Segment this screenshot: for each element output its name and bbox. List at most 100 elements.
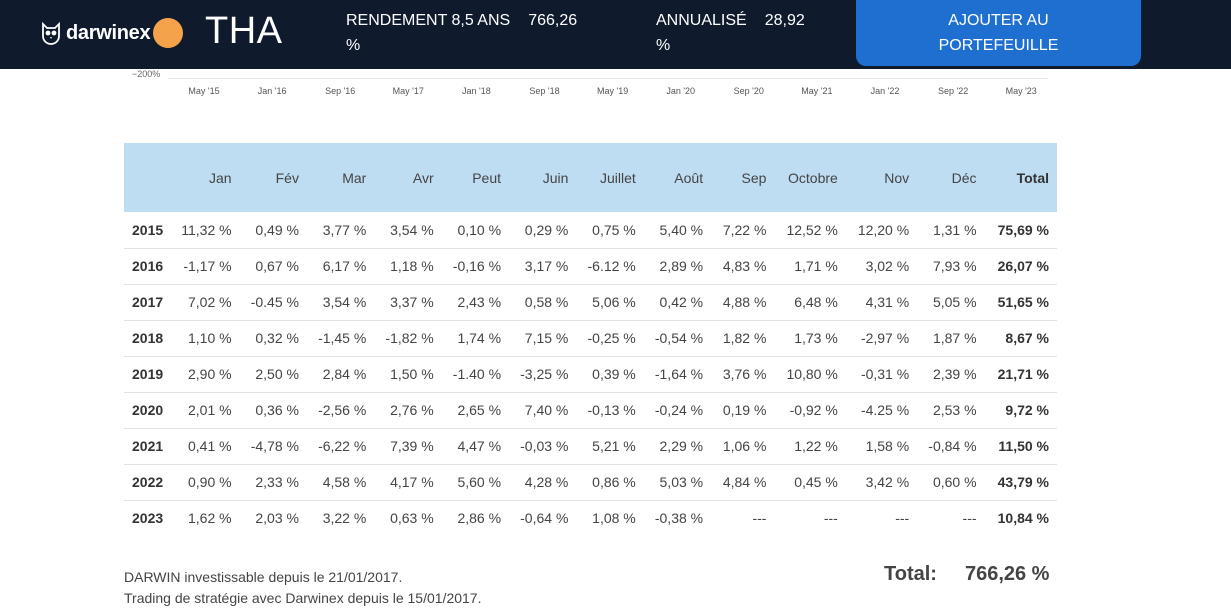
column-header: Mar — [342, 169, 367, 186]
month-return-cell: 12,20 % — [857, 221, 910, 238]
month-return-cell: 2,90 % — [188, 366, 232, 382]
month-return-cell: 5,05 % — [932, 294, 977, 310]
month-return-cell: -2,97 % — [860, 330, 910, 346]
month-return-cell: 1,22 % — [794, 438, 838, 454]
month-return-cell: -2,56 % — [318, 402, 367, 418]
month-return-cell: 4,83 % — [722, 258, 767, 274]
column-header: Sep — [741, 169, 767, 186]
table-row: 2022 0,90 % 2,33 % 4,58 % 4,17 % 5,60 % 4,28 %… — [124, 464, 1057, 500]
month-return-cell: -1,17 % — [183, 258, 232, 274]
year-total-cell: 9,72 % — [1005, 402, 1049, 418]
month-return-cell: --- — [823, 510, 838, 527]
monthly-returns-table: Jan Fév Mar Avr Peut Juin Juillet Août Sep Octobr… — [124, 143, 1057, 536]
column-header: Total — [1016, 169, 1049, 186]
x-tick-label: Jan '18 — [462, 86, 491, 96]
month-return-cell: 0,10 % — [457, 221, 502, 238]
month-return-cell: -0,84 % — [928, 438, 977, 454]
table-row: 2020 2,01 % 0,36 % -2,56 % 2,76 % 2,65 % 7,40 … — [124, 392, 1057, 428]
month-return-cell: 4,58 % — [322, 474, 367, 490]
month-return-cell: -0,38 % — [654, 510, 704, 527]
month-return-cell: 7,93 % — [932, 258, 977, 274]
month-return-cell: 5,06 % — [592, 294, 636, 310]
return-label: RENDEMENT 8,5 ANS — [346, 12, 511, 29]
month-return-cell: 11,32 % — [181, 221, 232, 238]
month-return-cell: 5,03 % — [659, 474, 704, 490]
x-tick-label: Jan '16 — [257, 86, 287, 96]
darwinex-logo[interactable]: darwinex — [40, 16, 184, 50]
month-return-cell: 4,47 % — [457, 438, 502, 454]
month-return-cell: 1,82 % — [722, 330, 767, 346]
x-tick-label: May '19 — [596, 86, 629, 96]
month-return-cell: 3,54 % — [322, 294, 367, 310]
month-return-cell: -0,13 % — [587, 402, 636, 418]
table-row: 2017 7,02 % -0.45 % 3,54 % 3,37 % 2,43 % 0,58 … — [124, 284, 1057, 320]
month-return-cell: 0,75 % — [592, 221, 636, 238]
year-cell: 2023 — [132, 510, 164, 527]
return-value: 766,26 — [528, 12, 578, 29]
x-tick-label: Jan '22 — [870, 86, 900, 96]
x-tick-label: Sep '18 — [529, 86, 560, 96]
month-return-cell: -0,25 % — [587, 330, 636, 346]
month-return-cell: 3,42 % — [865, 474, 910, 490]
month-return-cell: 5,60 % — [457, 474, 502, 490]
month-return-cell: 2,50 % — [255, 366, 299, 382]
month-return-cell: 1,87 % — [932, 330, 977, 346]
annualized-unit: % — [656, 37, 671, 54]
month-return-cell: 3,02 % — [865, 258, 910, 274]
month-return-cell: 1,73 % — [794, 330, 838, 346]
month-return-cell: 4,31 % — [865, 294, 910, 310]
x-tick-label: Sep '20 — [733, 86, 764, 96]
column-header: Nov — [884, 169, 910, 186]
month-return-cell: 7,15 % — [524, 330, 569, 346]
month-return-cell: 4,88 % — [722, 294, 767, 310]
month-return-cell: 2,89 % — [659, 258, 704, 274]
column-header: Jan — [209, 169, 232, 186]
month-return-cell: 3,77 % — [322, 221, 367, 238]
month-return-cell: 2,43 % — [457, 294, 502, 310]
x-tick-label: May '15 — [188, 86, 220, 96]
month-return-cell: 0,49 % — [255, 221, 299, 238]
month-return-cell: -4.25 % — [860, 402, 910, 418]
month-return-cell: -0,92 % — [789, 402, 838, 418]
month-return-cell: 2,39 % — [932, 366, 977, 382]
month-return-cell: -1,82 % — [385, 330, 434, 346]
month-return-cell: --- — [752, 510, 767, 527]
year-total-cell: 11,50 % — [998, 438, 1049, 454]
annualized-label: ANNUALISÉ — [656, 12, 747, 29]
x-tick-label: Sep '16 — [325, 86, 356, 96]
month-return-cell: -0,03 % — [520, 438, 569, 454]
month-return-cell: -0,24 % — [654, 402, 704, 418]
month-return-cell: -6,22 % — [318, 438, 367, 454]
axis-gridline — [168, 78, 1048, 79]
month-return-cell: 5,40 % — [659, 221, 704, 238]
x-tick-label: May '23 — [1005, 86, 1037, 96]
year-cell: 2016 — [132, 258, 164, 274]
month-return-cell: 0,60 % — [932, 474, 977, 490]
month-return-cell: -0.45 % — [250, 294, 299, 310]
month-return-cell: 3,17 % — [524, 258, 569, 274]
return-unit: % — [346, 37, 361, 54]
month-return-cell: 7,22 % — [722, 221, 767, 238]
month-return-cell: 7,39 % — [390, 438, 434, 454]
year-cell: 2020 — [132, 402, 164, 418]
column-header: Octobre — [788, 169, 838, 186]
month-return-cell: 7,02 % — [188, 294, 232, 310]
year-total-cell: 10,84 % — [997, 510, 1049, 527]
ticker-symbol: THA — [205, 10, 283, 52]
month-return-cell: -0,31 % — [860, 366, 910, 382]
logo-dot-icon — [153, 18, 184, 48]
month-return-cell: 3,37 % — [390, 294, 434, 310]
add-to-portfolio-button[interactable]: AJOUTER AU PORTEFEUILLE — [856, 0, 1141, 66]
investable-since-note: DARWIN investissable depuis le 21/01/201… — [124, 569, 403, 585]
month-return-cell: --- — [895, 510, 910, 527]
top-bar: darwinex THA RENDEMENT 8,5 ANS 766,26 % A… — [0, 0, 1231, 69]
month-return-cell: 7,40 % — [524, 402, 569, 418]
month-return-cell: 2,29 % — [659, 438, 704, 454]
month-return-cell: -6.12 % — [587, 258, 636, 274]
month-return-cell: 3,22 % — [322, 510, 367, 527]
month-return-cell: 0,67 % — [255, 258, 299, 274]
month-return-cell: -0,64 % — [520, 510, 569, 527]
month-return-cell: 0,41 % — [188, 438, 232, 454]
month-return-cell: --- — [962, 510, 977, 527]
total-value: 766,26 % — [964, 563, 1050, 585]
